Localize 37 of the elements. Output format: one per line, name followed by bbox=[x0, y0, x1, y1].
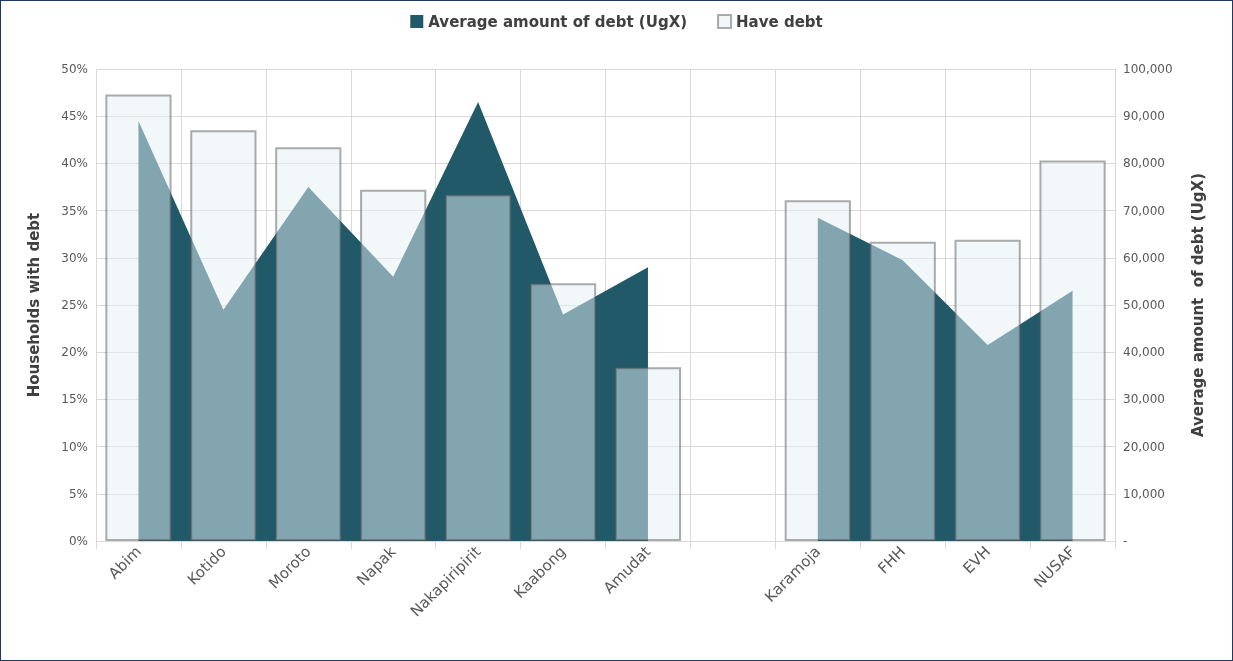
y2-tick-label: 90,000 bbox=[1123, 109, 1165, 124]
bar bbox=[784, 200, 851, 541]
y2-tick-label: - bbox=[1123, 534, 1128, 548]
y-tick-label: 5% bbox=[68, 486, 88, 501]
y-tick-label: 0% bbox=[68, 534, 88, 548]
y-tick-label: 20% bbox=[61, 345, 88, 360]
y2-axis-title: Average amount of debt (UgX) bbox=[1188, 173, 1207, 437]
y-axis-title: Households with debt bbox=[24, 212, 43, 398]
bar bbox=[614, 367, 682, 541]
y-tick-label: 10% bbox=[61, 439, 88, 454]
y-tick-label: 30% bbox=[61, 250, 88, 265]
y-tick-label: 40% bbox=[61, 156, 88, 171]
bar bbox=[105, 94, 172, 541]
y2-tick-label: 50,000 bbox=[1123, 298, 1165, 312]
y2-tick-label: 40,000 bbox=[1123, 345, 1165, 360]
y-tick-label: 45% bbox=[61, 109, 88, 124]
bar bbox=[275, 147, 342, 541]
y2-tick-label: 30,000 bbox=[1123, 392, 1165, 407]
y-tick-label: 35% bbox=[61, 203, 88, 218]
y2-tick-label: 100,000 bbox=[1123, 62, 1173, 76]
bar bbox=[869, 241, 936, 541]
y-tick-label: 50% bbox=[61, 62, 88, 76]
legend-label: Have debt bbox=[736, 12, 823, 31]
legend-label: Average amount of debt (UgX) bbox=[428, 12, 688, 31]
y2-tick-label: 80,000 bbox=[1123, 156, 1165, 171]
y2-tick-label: 70,000 bbox=[1123, 203, 1165, 218]
bar bbox=[360, 189, 427, 541]
bar bbox=[1039, 160, 1106, 541]
y-tick-label: 25% bbox=[61, 298, 88, 312]
y2-tick-label: 60,000 bbox=[1123, 250, 1165, 265]
y2-tick-label: 20,000 bbox=[1123, 439, 1165, 454]
bar bbox=[190, 130, 257, 541]
bar bbox=[954, 239, 1021, 541]
bar bbox=[445, 194, 512, 541]
y2-tick-label: 10,000 bbox=[1123, 486, 1165, 501]
bar bbox=[529, 283, 597, 541]
y-tick-label: 15% bbox=[61, 392, 88, 407]
